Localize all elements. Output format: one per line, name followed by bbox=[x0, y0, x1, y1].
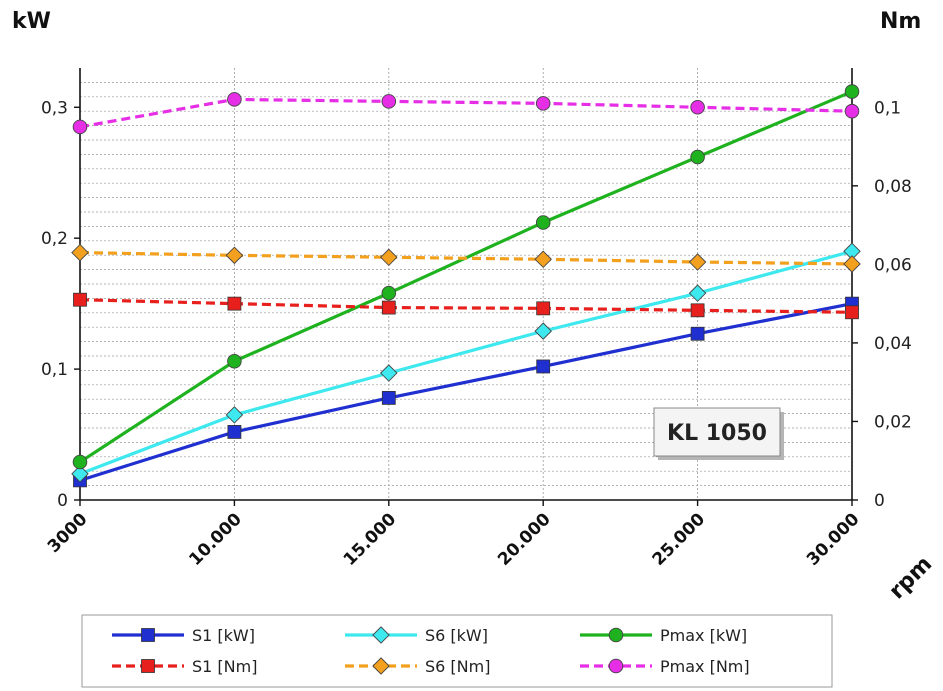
legend-label: S6 [Nm] bbox=[425, 657, 490, 676]
series-line-s1-nm bbox=[79, 298, 853, 314]
point-pmax-kw bbox=[381, 285, 397, 301]
point-s6-kw bbox=[225, 406, 244, 424]
left-axis-unit: kW bbox=[12, 9, 51, 34]
series-line-pmax-kw bbox=[79, 90, 853, 464]
point-pmax-nm bbox=[844, 103, 860, 119]
point-s6-kw bbox=[380, 364, 398, 382]
legend-entry-s6-nm: S6 [Nm] bbox=[345, 657, 490, 676]
point-pmax-kw bbox=[690, 149, 705, 165]
right-axis-unit: Nm bbox=[880, 9, 921, 34]
legend-swatch-marker bbox=[608, 658, 624, 674]
series-pmax-nm bbox=[72, 92, 860, 135]
series-s6-nm bbox=[71, 243, 861, 273]
right-tick-label: 0,06 bbox=[874, 255, 912, 275]
badge-label: KL 1050 bbox=[667, 421, 767, 446]
point-s6-kw bbox=[534, 322, 552, 340]
x-tick-label: 30.000 bbox=[803, 509, 864, 570]
series-s6-kw bbox=[71, 242, 861, 483]
left-tick-label: 0 bbox=[57, 491, 68, 511]
model-badge: KL 1050 bbox=[653, 407, 784, 460]
legend-entry-s6-kw: S6 [kW] bbox=[345, 626, 488, 645]
legend-entry-pmax-nm: Pmax [Nm] bbox=[580, 657, 750, 676]
series-line-s1-kw bbox=[79, 302, 853, 482]
legend-label: S1 [Nm] bbox=[192, 657, 257, 676]
series bbox=[71, 84, 861, 488]
point-s6-nm bbox=[71, 243, 89, 262]
left-tick-label: 0,2 bbox=[41, 229, 68, 249]
legend-entry-s1-kw: S1 [kW] bbox=[112, 626, 255, 645]
legend-swatch-marker bbox=[372, 626, 390, 644]
right-tick-label: 0,02 bbox=[874, 412, 912, 432]
legend-swatch-marker bbox=[372, 657, 390, 675]
point-pmax-nm bbox=[535, 96, 551, 111]
point-pmax-kw bbox=[227, 353, 242, 369]
point-s1-nm bbox=[690, 303, 705, 318]
right-tick-label: 0,04 bbox=[874, 334, 912, 354]
legend-box bbox=[81, 614, 833, 688]
legend-label: S6 [kW] bbox=[425, 626, 488, 645]
point-s6-nm bbox=[843, 255, 861, 273]
legend-swatch-marker bbox=[141, 659, 155, 673]
point-s1-nm bbox=[73, 292, 87, 307]
badge-box bbox=[653, 407, 781, 457]
point-pmax-nm bbox=[381, 94, 397, 109]
point-s1-nm bbox=[227, 296, 242, 311]
point-s6-nm bbox=[534, 250, 552, 269]
legend-label: Pmax [Nm] bbox=[660, 657, 750, 676]
x-tick-label: 25.000 bbox=[649, 509, 710, 570]
point-s1-kw bbox=[381, 390, 396, 405]
right-tick-label: 0 bbox=[874, 491, 885, 511]
right-tick-label: 0,1 bbox=[874, 98, 901, 118]
x-tick-label: 10.000 bbox=[185, 509, 246, 570]
series-line-s6-kw bbox=[79, 249, 853, 476]
legend: S1 [kW] S6 [kW] Pmax [kW] S1 [Nm] S6 [Nm] Pma… bbox=[81, 614, 833, 688]
point-pmax-nm bbox=[227, 92, 242, 107]
point-pmax-nm bbox=[72, 119, 88, 135]
series-s1-nm bbox=[73, 292, 859, 320]
point-s6-kw bbox=[688, 284, 707, 302]
point-pmax-nm bbox=[690, 99, 705, 115]
point-s6-kw bbox=[71, 465, 89, 483]
legend-entry-pmax-kw: Pmax [kW] bbox=[580, 626, 747, 645]
right-tick-label: 0,08 bbox=[874, 177, 912, 197]
series-line-pmax-nm bbox=[79, 97, 853, 129]
point-pmax-kw bbox=[535, 215, 551, 230]
x-tick-label: 20.000 bbox=[494, 509, 555, 570]
point-s1-nm bbox=[536, 301, 551, 316]
point-s1-kw bbox=[227, 425, 242, 439]
legend-swatch-marker bbox=[608, 627, 624, 643]
left-tick-label: 0,3 bbox=[41, 98, 68, 118]
point-pmax-kw bbox=[72, 454, 88, 470]
grid bbox=[80, 68, 852, 500]
point-pmax-kw bbox=[844, 84, 860, 99]
legend-entry-s1-nm: S1 [Nm] bbox=[112, 657, 257, 676]
legend-swatch-marker bbox=[141, 628, 155, 642]
x-tick-label: 3000 bbox=[44, 509, 92, 557]
point-s1-nm bbox=[381, 300, 396, 315]
point-s6-nm bbox=[225, 246, 244, 265]
point-s1-kw bbox=[690, 326, 705, 341]
legend-label: S1 [kW] bbox=[192, 626, 255, 645]
legend-label: Pmax [kW] bbox=[660, 626, 747, 645]
point-s6-nm bbox=[380, 248, 398, 267]
point-s1-nm bbox=[845, 305, 859, 320]
series-line-s6-nm bbox=[79, 250, 853, 266]
x-axis-unit: rpm bbox=[885, 552, 938, 605]
point-s1-kw bbox=[536, 359, 551, 374]
x-tick-label: 15.000 bbox=[340, 509, 401, 570]
point-s6-nm bbox=[688, 253, 707, 271]
left-tick-label: 0,1 bbox=[41, 360, 68, 380]
